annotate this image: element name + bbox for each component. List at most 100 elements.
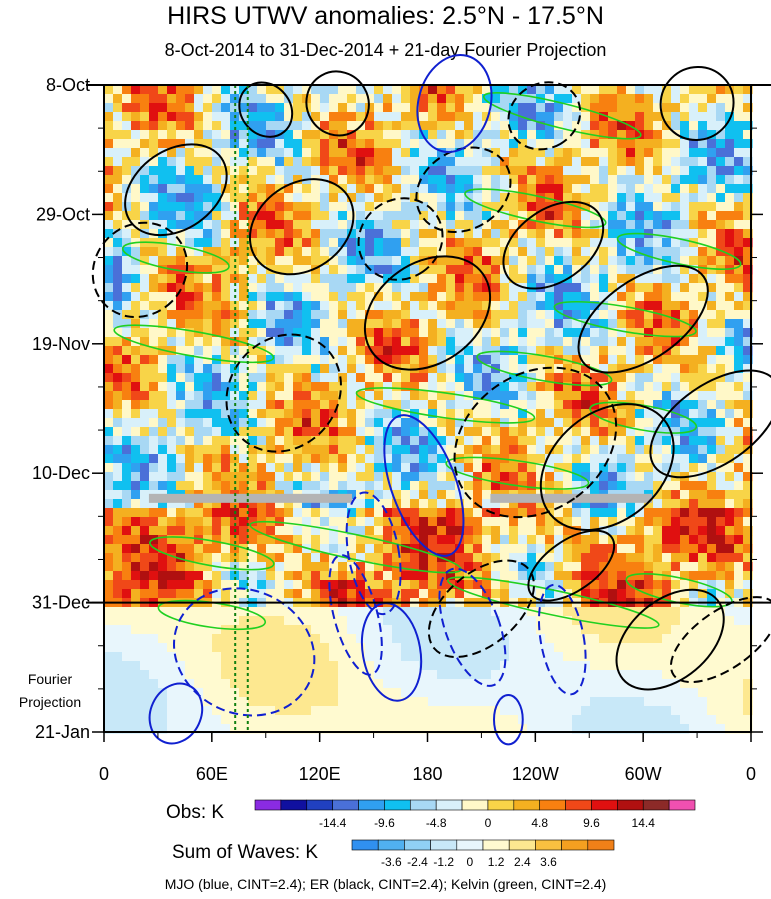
waves-colorbar-cell-0 [351, 839, 379, 851]
contour-legend-footnote: MJO (blue, CINT=2.4); ER (black, CINT=2.… [164, 876, 607, 892]
waves-colorbar-tick-4: 1.2 [488, 855, 505, 869]
waves-colorbar-label: Sum of Waves: K [172, 842, 319, 863]
obs-colorbar-cell-0 [254, 799, 282, 811]
fourier-projection-label: Fourier Projection [18, 671, 82, 710]
waves-colorbar-tick-0: -3.6 [381, 855, 402, 869]
obs-colorbar-cell-11 [539, 799, 566, 811]
obs-colorbar-label: Obs: K [166, 802, 225, 823]
kelvin-contour-6 [476, 350, 613, 387]
waves-colorbar-tick-6: 3.6 [540, 855, 557, 869]
er-contour-2 [507, 81, 582, 151]
missing-data-band-0 [148, 493, 353, 503]
er-contour-5 [248, 178, 355, 276]
kelvin-contour-1 [464, 188, 607, 229]
x-tick-label-1: 60E [196, 764, 228, 784]
er-contour-18 [669, 596, 771, 684]
obs-colorbar-cell-5 [384, 799, 411, 811]
x-tick-label-0: 0 [99, 764, 109, 784]
mjo-contour-8 [148, 682, 204, 745]
obs-colorbar-cell-4 [358, 799, 385, 811]
obs-colorbar-cell-15 [642, 799, 670, 811]
y-tick-label-4: 31-Dec [32, 593, 90, 613]
obs-colorbar-tick-0: -14.4 [319, 816, 347, 830]
obs-colorbar-cell-16 [668, 799, 696, 811]
mjo-contour-3 [328, 554, 383, 676]
kelvin-contour-12 [446, 576, 660, 629]
missing-data-band-1 [490, 493, 653, 503]
obs-colorbar-cell-3 [332, 799, 359, 811]
y-tick-label-5: 21-Jan [35, 722, 90, 742]
waves-colorbar-cell-7 [535, 839, 562, 851]
waves-colorbar-cell-6 [508, 839, 536, 851]
er-contour-15 [91, 221, 189, 319]
waves-colorbar-cell-3 [430, 839, 458, 851]
er-contour-7 [415, 146, 512, 233]
waves-colorbar-cell-9 [587, 839, 615, 851]
obs-colorbar-cell-13 [591, 799, 618, 811]
mjo-contour-6 [537, 583, 587, 696]
y-tick-label-1: 29-Oct [36, 204, 90, 224]
mjo-contour-1 [383, 414, 465, 557]
obs-colorbar-cell-14 [617, 799, 644, 811]
obs-colorbar-cell-12 [565, 799, 592, 811]
waves-colorbar-tick-3: 0 [467, 855, 474, 869]
er-contour-14 [649, 369, 771, 479]
y-tick-label-3: 10-Dec [32, 463, 90, 483]
obs-colorbar-tick-5: 9.6 [583, 816, 600, 830]
obs-colorbar-tick-2: -4.8 [426, 816, 447, 830]
obs-colorbar-cell-10 [513, 799, 541, 811]
kelvin-contour-3 [121, 241, 230, 274]
x-tick-label-5: 60W [625, 764, 662, 784]
kelvin-contour-7 [355, 387, 536, 424]
er-contour-19 [427, 559, 535, 659]
kelvin-contour-2 [616, 232, 742, 270]
er-contour-8 [502, 200, 605, 290]
er-contour-3 [659, 66, 735, 141]
waves-colorbar-cell-8 [561, 839, 589, 851]
waves-colorbar-cell-5 [482, 839, 510, 851]
waves-colorbar-tick-1: -2.4 [407, 855, 428, 869]
y-tick-label-0: 8-Oct [46, 75, 90, 95]
mjo-contour-9 [492, 694, 524, 746]
er-contour-0 [305, 70, 370, 137]
er-contour-6 [357, 197, 444, 281]
obs-colorbar-cell-2 [306, 799, 333, 811]
obs-colorbar-cell-9 [487, 799, 515, 811]
kelvin-contour-11 [149, 536, 275, 571]
chart-title: HIRS UTWV anomalies: 2.5°N - 17.5°N [167, 2, 604, 30]
x-tick-label-3: 180 [412, 764, 442, 784]
kelvin-contour-5 [553, 300, 697, 338]
y-tick-label-2: 19-Nov [32, 334, 90, 354]
obs-colorbar-cell-1 [280, 799, 308, 811]
obs-colorbar-tick-4: 4.8 [531, 816, 548, 830]
er-contour-16 [527, 529, 616, 602]
x-tick-label-6: 0 [746, 764, 756, 784]
chart-subtitle: 8-Oct-2014 to 31-Dec-2014 + 21-day Fouri… [164, 40, 607, 60]
er-contour-12 [453, 366, 618, 519]
obs-colorbar-cell-6 [409, 799, 437, 811]
obs-colorbar-cell-8 [461, 799, 489, 811]
waves-colorbar-tick-2: -1.2 [433, 855, 454, 869]
waves-colorbar-cell-4 [456, 839, 484, 851]
mjo-contour-5 [438, 567, 507, 687]
mjo-contour-7 [173, 587, 316, 717]
x-tick-label-2: 120E [299, 764, 341, 784]
mjo-contour-0 [416, 53, 493, 154]
er-contour-11 [225, 333, 342, 453]
obs-colorbar-tick-1: -9.6 [374, 816, 395, 830]
er-contour-17 [615, 588, 725, 691]
obs-colorbar-cell-7 [435, 799, 463, 811]
x-tick-label-4: 120W [512, 764, 559, 784]
obs-colorbar-tick-3: 0 [485, 816, 492, 830]
waves-colorbar-tick-5: 2.4 [514, 855, 531, 869]
kelvin-contour-9 [445, 456, 590, 490]
kelvin-contour-4 [113, 324, 275, 364]
waves-colorbar-cell-2 [404, 839, 431, 851]
er-contour-10 [577, 264, 709, 374]
er-contour-4 [124, 143, 228, 237]
obs-colorbar-tick-6: 14.4 [632, 816, 656, 830]
kelvin-contour-0 [482, 92, 642, 140]
er-contour-9 [363, 255, 492, 371]
waves-colorbar-cell-1 [377, 839, 405, 851]
